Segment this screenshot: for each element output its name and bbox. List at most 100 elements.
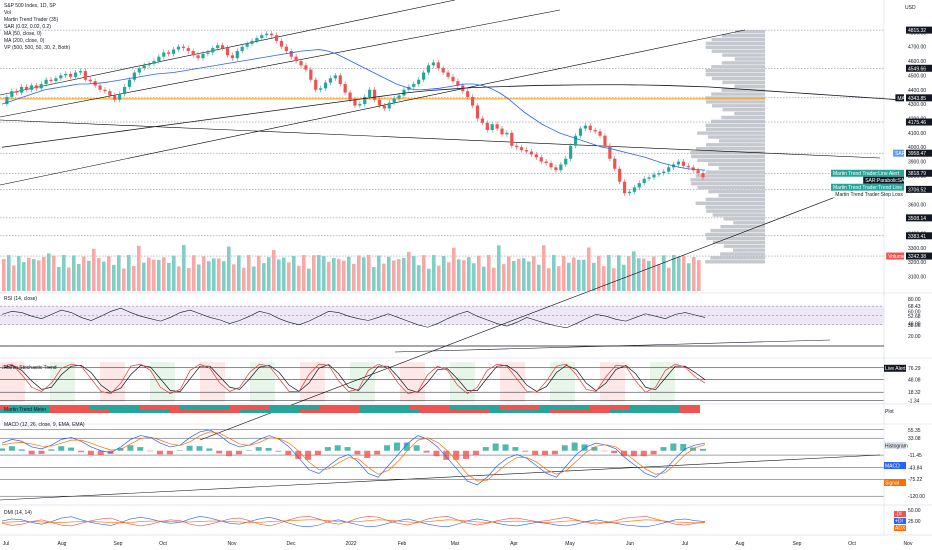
ma50-line	[1, 49, 706, 171]
volume-bar	[37, 260, 41, 291]
volume-bar	[172, 255, 176, 291]
vp-bar	[718, 193, 765, 198]
candle-body	[603, 135, 607, 146]
rsi-tick: 60.00	[908, 309, 921, 315]
volume-bar	[557, 266, 561, 291]
vp-bar	[711, 92, 765, 96]
volume-bar	[182, 245, 186, 291]
dmi-badge-bg	[894, 525, 906, 531]
candle-body	[39, 84, 43, 89]
rsi-tick: 40.00	[908, 322, 921, 328]
candle-body	[564, 158, 568, 165]
candle-body	[88, 79, 92, 82]
candle-body	[274, 35, 279, 41]
candle-body	[343, 84, 347, 93]
trend-meter-cell	[610, 405, 620, 410]
trend-meter-cell	[370, 405, 380, 410]
candle-body	[573, 135, 578, 146]
candle-body	[250, 40, 254, 44]
candle-body	[49, 79, 53, 82]
trend-meter-cell	[120, 410, 130, 413]
candle-body	[299, 61, 303, 66]
macd-badge-bg	[884, 442, 906, 449]
trend-meter-cell	[600, 410, 610, 413]
trend-meter-cell	[70, 405, 80, 410]
candle-body	[676, 161, 681, 165]
trend-meter-cell	[380, 410, 390, 413]
volume-bar	[677, 256, 681, 291]
candle-body	[260, 35, 264, 39]
volume-bar	[202, 256, 206, 291]
overlay-tag-bg	[863, 176, 904, 184]
macd-histogram-bar	[216, 450, 223, 454]
volume-bar	[337, 258, 341, 291]
volume-bar	[277, 259, 281, 291]
vp-bar	[721, 115, 765, 120]
vp-bar	[710, 228, 765, 233]
volume-bar	[217, 258, 221, 291]
vp-bar	[712, 213, 765, 217]
trend-meter-cell	[40, 405, 50, 410]
volume-bar	[432, 255, 436, 291]
price-tick: 4100.00	[908, 131, 926, 137]
candle-body	[701, 173, 705, 178]
macd-histogram-bar	[393, 442, 400, 451]
level-tag-bg	[906, 26, 932, 34]
volume-bar	[107, 256, 111, 291]
macd-histogram-bar	[127, 445, 134, 451]
candle-body	[284, 46, 288, 51]
trend-meter-cell	[320, 405, 330, 410]
macd-histogram-bar	[591, 447, 598, 451]
candle-body	[319, 88, 323, 90]
volume-bar	[247, 255, 251, 291]
candle-body	[83, 71, 87, 80]
volume-bar	[477, 255, 481, 291]
candle-body	[417, 79, 421, 85]
trend-meter-cell	[60, 410, 70, 413]
rsi-tick: 20.00	[908, 334, 921, 340]
candle-body	[397, 95, 401, 99]
volume-bar	[447, 262, 451, 291]
candle-body	[544, 161, 548, 164]
macd-histogram-bar	[502, 444, 509, 451]
trend-meter-cell	[240, 410, 250, 413]
indicator-vol: Vol	[4, 10, 11, 16]
stoch-zone	[450, 362, 475, 402]
trend-meter-cell	[690, 410, 700, 413]
trend-meter-cell	[10, 410, 20, 413]
candle-body	[333, 75, 337, 79]
macd-histogram-bar	[443, 450, 450, 460]
candle-body	[505, 132, 509, 135]
volume-bar	[472, 263, 476, 291]
trend-meter-cell	[510, 405, 520, 410]
candle-body	[441, 68, 445, 73]
volume-bar	[72, 255, 76, 291]
price-tick: 4500.00	[908, 73, 926, 79]
candle-body	[402, 89, 406, 96]
time-label: Apr	[510, 541, 518, 547]
trend-meter-cell	[60, 405, 70, 410]
candle-body	[466, 91, 470, 97]
volume-bar	[62, 255, 66, 291]
candles	[0, 31, 706, 460]
candle-body	[59, 75, 63, 79]
trend-meter-cell	[480, 410, 490, 413]
volume-bar	[177, 266, 181, 291]
currency-label: USD	[905, 5, 916, 11]
vp-bar	[708, 189, 765, 194]
trend-meter-cell	[540, 410, 550, 413]
vp-bar	[734, 57, 765, 61]
trend-meter-cell	[620, 405, 630, 410]
volume-bar	[492, 267, 496, 291]
candle-body	[20, 86, 24, 93]
volume-bar	[617, 255, 621, 291]
volume-bar	[352, 263, 356, 291]
level-tag-bg	[906, 64, 932, 72]
volume-bar	[577, 259, 581, 291]
trend-meter-cell	[260, 405, 270, 410]
candle-body	[230, 55, 234, 59]
trend-meter-cell	[200, 410, 210, 413]
trend-meter-cell	[20, 410, 30, 413]
candle-body	[652, 174, 656, 178]
